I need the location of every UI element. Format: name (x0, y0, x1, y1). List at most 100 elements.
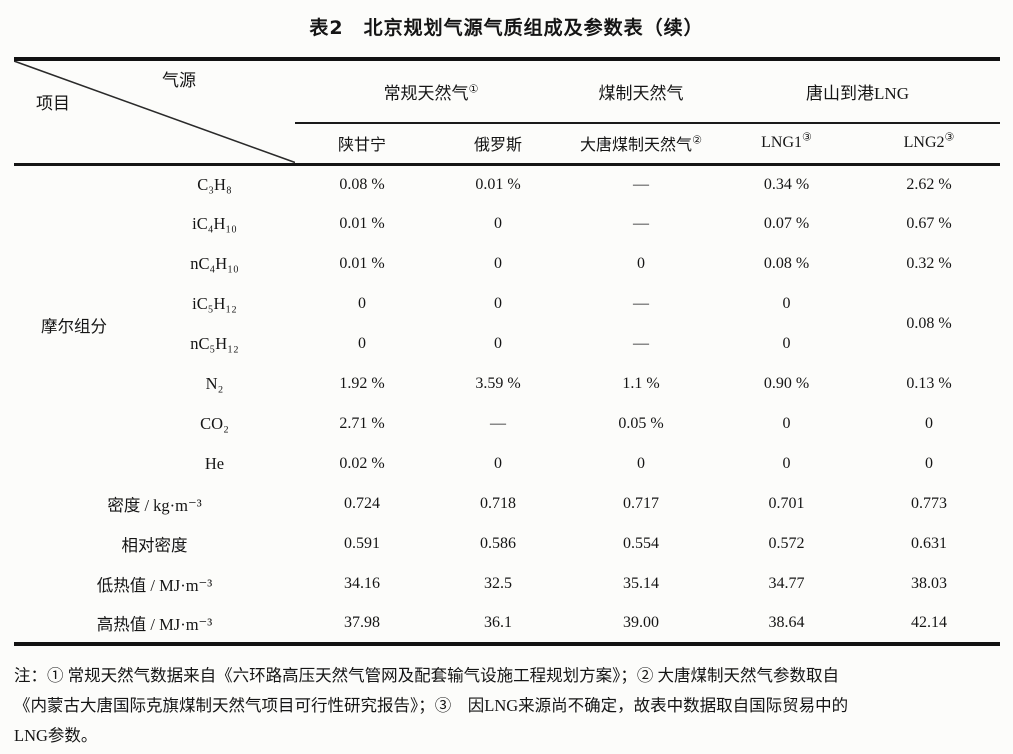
footnote-marker: ① (468, 83, 479, 96)
value-cell: 1.1 % (622, 375, 660, 392)
value-cell: 0.32 % (906, 255, 952, 272)
table-row-nc5h12: nC₅H₁₂ 0 0 — 0 (14, 324, 1000, 364)
value-cell: 42.14 (911, 614, 947, 631)
species-label: He (204, 454, 225, 473)
table-row-nc4h10: nC₄H₁₀ 0.01 % 0 0 0.08 % 0.32 % (14, 244, 1000, 284)
value-cell: 0 (494, 455, 502, 472)
corner-cell: 气源 项目 (14, 59, 295, 164)
table-row-relative-density: 相对密度 0.591 0.586 0.554 0.572 0.631 (14, 524, 1000, 564)
param-label: 相对密度 (121, 536, 188, 555)
value-cell: 0.08 % (339, 175, 385, 193)
value-cell: 0 (782, 455, 791, 472)
value-cell: 0.90 % (763, 375, 810, 392)
table-row-co2: CO₂ 2.71 % — 0.05 % 0 0 (14, 404, 1000, 444)
value-cell: 0.773 (911, 495, 947, 512)
value-cell: 0 (925, 455, 933, 472)
header-sub-row: 陕甘宁 俄罗斯 大唐煤制天然气② LNG1③ LNG2③ (14, 123, 1000, 164)
value-cell: — (633, 175, 649, 193)
value-cell: 0.631 (911, 535, 947, 552)
value-cell: 0 (637, 455, 645, 472)
species-label: C₃H₈ (197, 174, 232, 194)
table-row-density: 密度 / kg·m⁻³ 0.724 0.718 0.717 0.701 0.77… (14, 484, 1000, 524)
value-cell: 0.586 (480, 535, 516, 552)
col-group-coal-gas: 煤制天然气 (567, 59, 715, 124)
species-label: CO₂ (200, 414, 229, 433)
footnote-marker: ② (692, 134, 702, 147)
value-cell: 0.02 % (339, 455, 385, 472)
table-notes: 注：① 常规天然气数据来自《六环路高压天然气管网及配套输气设施工程规划方案》；②… (14, 661, 1000, 751)
footnote-marker: ③ (944, 131, 955, 144)
table-row-higher-heating-value: 高热值 / MJ·m⁻³ 37.98 36.1 39.00 38.64 42.1… (14, 604, 1000, 644)
sub-col-lng2: LNG2③ (903, 131, 955, 152)
species-label: nC₄H₁₀ (190, 254, 239, 273)
table-row-c3h8: 摩尔组分 C₃H₈ 0.08 % 0.01 % — 0.34 % 2.62 % (14, 164, 1000, 336)
corner-label-gas-source: 气源 (162, 71, 196, 90)
value-cell: 1.92 % (339, 375, 385, 392)
value-cell: 0 (782, 295, 791, 312)
value-cell: 0.01 % (475, 175, 521, 193)
species-label: iC₅H₁₂ (192, 294, 237, 313)
value-cell: 38.64 (768, 614, 805, 631)
value-cell: 0.554 (623, 535, 659, 552)
value-cell: 3.59 % (475, 375, 521, 392)
param-label: 密度 / kg·m⁻³ (107, 496, 202, 515)
col-group-tangshan-lng: 唐山到港LNG (715, 59, 1001, 124)
corner-label-item: 项目 (36, 94, 70, 113)
value-cell: 0.67 % (906, 215, 952, 232)
param-label: 低热值 / MJ·m⁻³ (96, 576, 213, 595)
param-label: 高热值 / MJ·m⁻³ (96, 615, 213, 634)
value-cell: 0 (925, 415, 933, 432)
footnote-marker: ③ (802, 131, 812, 144)
value-cell: 0.01 % (339, 215, 385, 232)
value-cell: 0 (494, 335, 502, 352)
value-cell: — (633, 335, 649, 352)
value-cell: 32.5 (484, 575, 512, 592)
value-cell: 36.1 (484, 614, 512, 631)
table-row-n2: N₂ 1.92 % 3.59 % 1.1 % 0.90 % 0.13 % (14, 364, 1000, 404)
species-label: nC₅H₁₂ (190, 334, 239, 353)
value-cell: — (633, 295, 649, 312)
value-cell: 38.03 (911, 575, 947, 592)
value-cell: 0 (494, 295, 502, 312)
value-cell: 0.718 (480, 495, 516, 512)
table-row-he: He 0.02 % 0 0 0 0 (14, 444, 1000, 484)
value-cell: 34.16 (344, 575, 380, 592)
species-label: N₂ (205, 374, 224, 393)
value-cell: 0 (782, 415, 791, 432)
value-cell: 35.14 (623, 575, 659, 592)
value-cell: 0 (494, 255, 502, 272)
sub-col-shaanganning: 陕甘宁 (337, 137, 386, 155)
value-cell: 0.01 % (339, 255, 385, 272)
value-cell: 37.98 (344, 614, 380, 631)
page-title: 表2 北京规划气源气质组成及参数表（续） (309, 17, 704, 39)
value-cell: 0 (358, 295, 366, 312)
table-row-ic4h10: iC₄H₁₀ 0.01 % 0 — 0.07 % 0.67 % (14, 204, 1000, 244)
gas-source-table: 气源 项目 常规天然气① 煤制天然气 唐山到港LNG 陕甘宁 俄罗斯 大唐煤制天… (14, 57, 1001, 646)
sub-col-russia: 俄罗斯 (473, 137, 522, 155)
value-cell: 0 (782, 335, 791, 352)
value-cell: 0.05 % (618, 415, 664, 432)
species-label: iC₄H₁₀ (192, 214, 237, 233)
value-cell: 0 (358, 335, 366, 352)
value-cell: 0.08 % (763, 255, 810, 272)
sub-col-datang-coal-gas: 大唐煤制天然气② (580, 134, 702, 155)
value-cell: 0.717 (623, 495, 659, 512)
note-line: 注：① 常规天然气数据来自《六环路高压天然气管网及配套输气设施工程规划方案》；②… (14, 666, 839, 685)
value-cell: — (633, 215, 649, 232)
diagonal-line-icon (14, 61, 295, 163)
value-cell: 0.07 % (763, 215, 810, 232)
note-line: LNG参数。 (14, 726, 98, 745)
value-cell: 0.591 (344, 535, 380, 552)
table-row-ic5h12: iC₅H₁₂ 0 0 — 0 0.08 % (14, 284, 1000, 332)
value-cell: 2.62 % (906, 175, 952, 193)
value-cell: 0.34 % (763, 175, 810, 193)
sub-col-lng1: LNG1③ (761, 131, 812, 152)
value-cell: 2.71 % (339, 415, 385, 432)
value-cell: 0.13 % (906, 375, 952, 392)
value-cell: 0.572 (768, 535, 805, 552)
header-group-row: 气源 项目 常规天然气① 煤制天然气 唐山到港LNG (14, 59, 1001, 163)
molar-group-label: 摩尔组分 (41, 316, 107, 336)
value-cell: 0.724 (344, 495, 380, 512)
value-cell: 34.77 (768, 575, 805, 592)
value-cell: 0.701 (768, 495, 805, 512)
